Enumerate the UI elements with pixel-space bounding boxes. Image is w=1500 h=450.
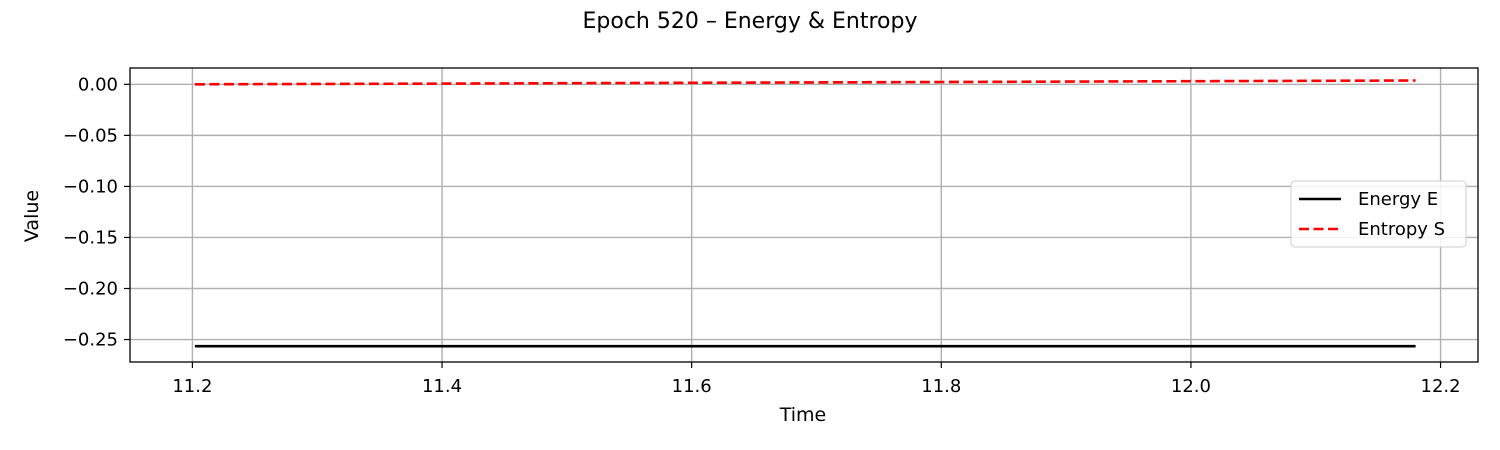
legend: Energy E Entropy S [1290,180,1467,248]
y-tick-label: −0.15 [63,227,118,248]
legend-label-entropy-s: Entropy S [1358,219,1445,240]
x-tick-label: 11.6 [672,376,712,397]
y-tick-label: −0.20 [63,279,118,300]
grid-layer [130,68,1478,362]
x-axis-label: Time [779,404,827,426]
chart-title: Epoch 520 – Energy & Entropy [583,9,918,34]
y-tick-label: −0.05 [63,125,118,146]
x-tick-label: 12.2 [1421,376,1461,397]
y-tick-label: −0.25 [63,330,118,351]
x-tick-label: 11.2 [172,376,212,397]
x-tick-label: 11.8 [921,376,961,397]
y-axis-label: Value [21,190,43,242]
legend-items: Energy E Entropy S [1299,189,1445,240]
series-layer [194,79,1416,348]
series-line-entropy-s [194,79,1416,86]
legend-box [1290,180,1467,248]
plot-frame [129,67,1479,363]
y-tick-label: −0.10 [63,176,118,197]
y-tick-label: 0.00 [78,74,118,95]
x-tick-label: 11.4 [422,376,462,397]
tick-layer: 11.2 11.4 11.6 11.8 12.0 12.2 0.00 −0.05 −0.10 −0… [63,74,1461,397]
x-tick-label: 12.0 [1171,376,1211,397]
legend-label-energy-e: Energy E [1358,189,1438,210]
